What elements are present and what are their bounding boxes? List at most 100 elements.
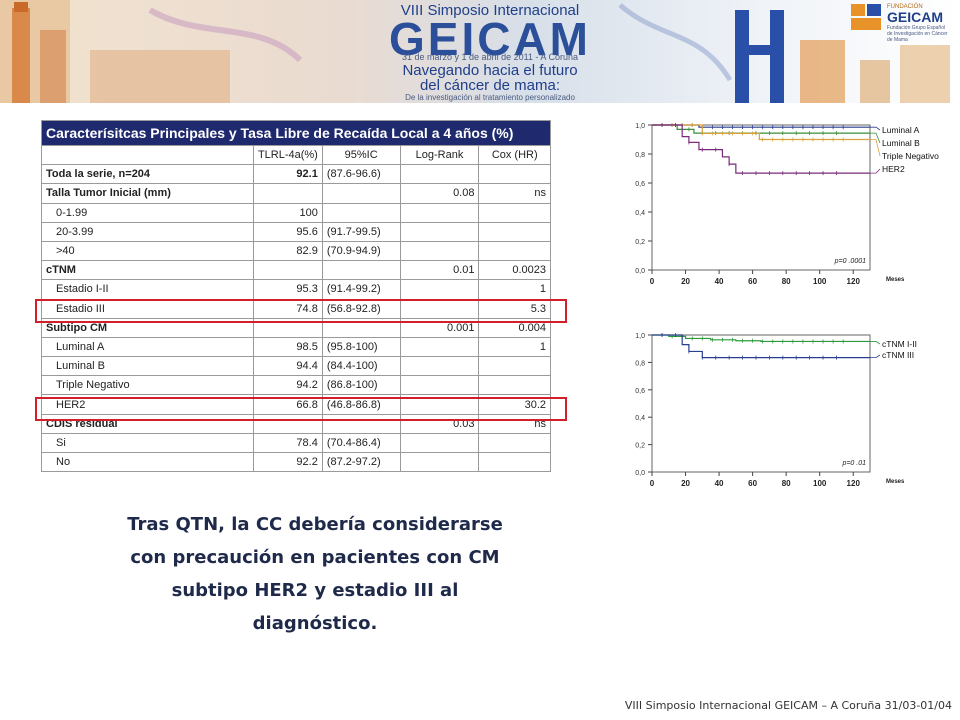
logo-fundacion: FUNDACIÓN (887, 4, 923, 10)
table-row: HER2 66.8 (46.8-86.8) 30.2 (41, 394, 551, 415)
conclusion-line-2: con precaución en pacientes con CM (130, 547, 500, 568)
header-blank (41, 144, 254, 166)
cell-ic: (70.4-86.4) (321, 432, 401, 454)
legend-leader (870, 354, 881, 359)
cell-ic: (70.9-94.9) (321, 240, 401, 262)
p-value-annotation: p=0 .0001 (834, 258, 866, 265)
geicam-title: GEICAM (389, 13, 591, 65)
x-tick-label: 60 (748, 479, 757, 488)
cell-logrank (399, 356, 480, 377)
x-tick-label: 40 (715, 277, 724, 286)
legend-leader (870, 139, 881, 157)
y-tick-label: 0,2 (635, 239, 645, 246)
cell-label: Estadio I-II (41, 279, 254, 300)
cell-cox: 0.0023 (478, 260, 551, 281)
cell-tlrl: 66.8 (252, 394, 323, 415)
cell-tlrl: 95.6 (252, 221, 323, 242)
cell-label: Si (41, 432, 254, 454)
cell-cox: ns (478, 183, 551, 204)
cell-label: cTNM (41, 260, 254, 281)
table-title: Caracterísitcas Principales y Tasa Libre… (41, 120, 551, 146)
cell-cox (478, 240, 551, 262)
x-axis-label: Meses (886, 277, 905, 283)
cell-tlrl: 95.3 (252, 279, 323, 300)
city-skyline-art (0, 0, 950, 103)
km-series-line (652, 124, 870, 174)
plot-frame (651, 124, 871, 271)
cell-logrank (399, 432, 480, 454)
cell-label: HER2 (41, 394, 254, 415)
km-chart-ctnm: 0,0 0,2 0,4 0,6 0,8 1,0 0 20 40 60 80 100 120 Meses p=… (635, 333, 917, 488)
legend-leader (870, 341, 881, 345)
cell-tlrl (252, 413, 323, 434)
cell-label: Talla Tumor Inicial (mm) (41, 183, 254, 204)
cell-label: Triple Negativo (41, 375, 254, 396)
legend-leader (870, 168, 881, 174)
legend-label: Luminal B (882, 138, 920, 148)
logo-geicam: GEICAM (887, 9, 943, 25)
header-cox: Cox (HR) (478, 144, 551, 166)
cell-ic: (84.4-100) (321, 356, 401, 377)
x-tick-label: 80 (782, 479, 791, 488)
cell-ic (321, 183, 401, 204)
cell-cox: 1 (478, 279, 551, 300)
cell-cox (478, 356, 551, 377)
table-row: Luminal B 94.4 (84.4-100) (41, 356, 551, 377)
cell-label: Luminal B (41, 356, 254, 377)
cell-logrank (399, 451, 480, 473)
cell-tlrl: 94.2 (252, 375, 323, 396)
geicam-logo-mark (851, 4, 881, 30)
footer-text: VIII Simposio Internacional GEICAM – A C… (624, 699, 952, 712)
x-tick-label: 40 (715, 479, 724, 488)
cell-logrank: 0.01 (399, 260, 480, 281)
cell-label: 0-1.99 (41, 202, 254, 223)
y-tick-label: 0,4 (635, 210, 645, 217)
y-tick-label: 1,0 (635, 333, 645, 340)
cell-tlrl: 94.4 (252, 356, 323, 377)
symposium-subtitle: VIII Simposio Internacional (400, 2, 580, 19)
km-chart-subtype: 0,0 0,2 0,4 0,6 0,8 1,0 0 20 40 60 80 100 120 Meses p=… (635, 123, 939, 286)
results-table: Caracterísitcas Principales y Tasa Libre… (41, 120, 551, 473)
banner-slogan-2: del cáncer de mama: (419, 77, 561, 94)
cell-cox: 5.3 (478, 298, 551, 319)
cell-logrank (399, 164, 480, 185)
cell-tlrl (252, 183, 323, 204)
legend-label: Triple Negativo (882, 151, 939, 161)
legend-label: cTNM I-II (882, 339, 917, 349)
cell-logrank (399, 394, 480, 415)
y-tick-label: 0,0 (635, 470, 645, 477)
table-row: Estadio I-II 95.3 (91.4-99.2) 1 (41, 279, 551, 300)
table-row: No 92.2 (87.2-97.2) (41, 451, 551, 473)
cell-cox: ns (478, 413, 551, 434)
x-axis-label: Meses (886, 479, 905, 485)
y-tick-label: 0,8 (635, 360, 645, 367)
cell-label: >40 (41, 240, 254, 262)
cell-ic: (86.8-100) (321, 375, 401, 396)
p-value-annotation: p=0 .01 (841, 460, 866, 467)
header-ic: 95%IC (321, 144, 401, 166)
cell-ic (321, 202, 401, 223)
cell-cox (478, 221, 551, 242)
legend-label: HER2 (882, 164, 905, 174)
cell-cox (478, 451, 551, 473)
x-tick-label: 120 (847, 479, 861, 488)
cell-tlrl: 78.4 (252, 432, 323, 454)
km-series-line (652, 124, 870, 134)
cell-label: Toda la serie, n=204 (41, 164, 254, 185)
cell-ic: (95.8-100) (321, 336, 401, 358)
table-row: Luminal A 98.5 (95.8-100) 1 (41, 336, 551, 358)
cell-label: Luminal A (41, 336, 254, 358)
logo-subtitle: Fundación Grupo Español de Investigación… (887, 25, 948, 43)
cell-tlrl: 100 (252, 202, 323, 223)
table-row: Talla Tumor Inicial (mm) 0.08 ns (41, 183, 551, 204)
banner-slogan-3: De la investigación al tratamiento perso… (405, 93, 575, 102)
x-tick-label: 60 (748, 277, 757, 286)
x-tick-label: 80 (782, 277, 791, 286)
km-series-line (652, 334, 870, 343)
cell-tlrl: 98.5 (252, 336, 323, 358)
legend-label: cTNM III (882, 350, 914, 360)
x-tick-label: 20 (681, 277, 690, 286)
table-row: 0-1.99 100 (41, 202, 551, 223)
cell-cox: 1 (478, 336, 551, 358)
conclusion-line-1: Tras QTN, la CC debería considerarse (127, 514, 503, 535)
